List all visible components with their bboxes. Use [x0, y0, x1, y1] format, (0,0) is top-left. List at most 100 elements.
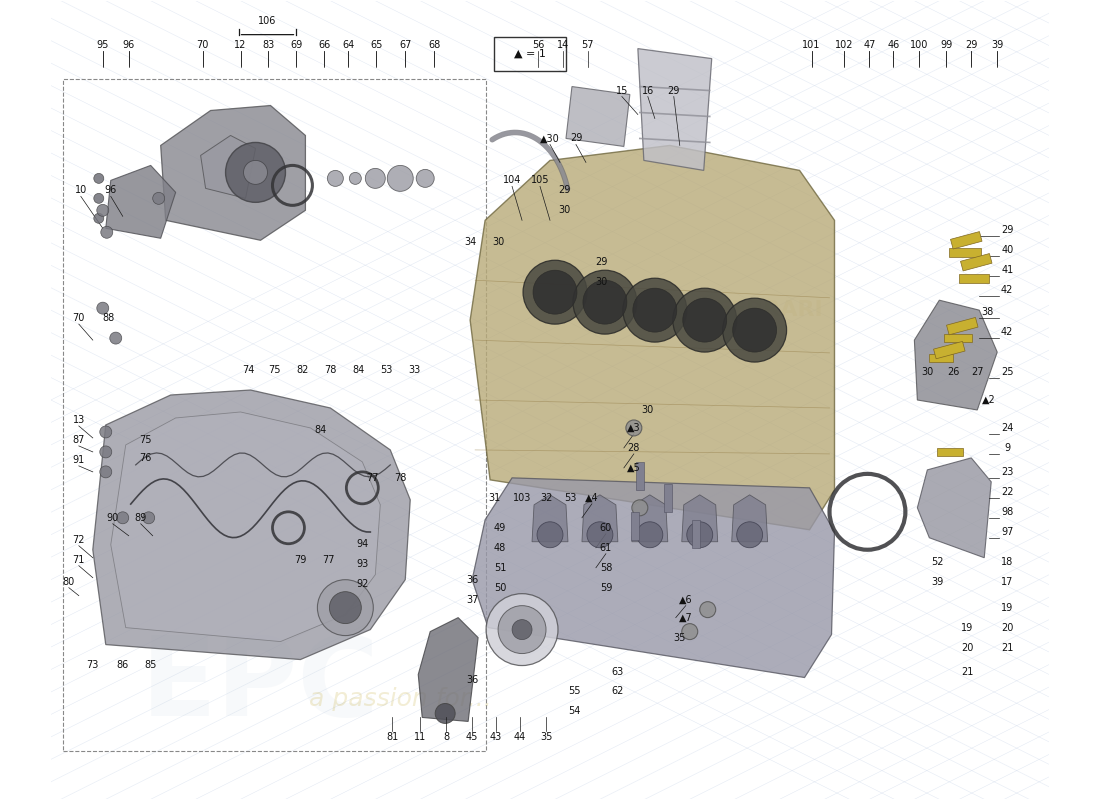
Text: 103: 103 — [513, 493, 531, 503]
Text: 42: 42 — [1001, 327, 1013, 337]
Text: 95: 95 — [97, 40, 109, 50]
Text: 48: 48 — [494, 542, 506, 553]
Polygon shape — [106, 166, 176, 238]
Bar — [692, 520, 700, 548]
Bar — [63, 78, 486, 751]
Text: ▲ = 1: ▲ = 1 — [514, 49, 546, 58]
Text: ▲2: ▲2 — [982, 395, 997, 405]
Text: 90: 90 — [107, 513, 119, 522]
Text: 32: 32 — [540, 493, 552, 503]
Text: 77: 77 — [322, 554, 334, 565]
Text: 26: 26 — [947, 367, 959, 377]
Circle shape — [329, 592, 361, 624]
Text: 57: 57 — [582, 40, 594, 50]
Text: 60: 60 — [600, 522, 612, 533]
Text: 78: 78 — [324, 365, 337, 375]
Text: 39: 39 — [991, 40, 1003, 50]
Circle shape — [436, 703, 455, 723]
Circle shape — [143, 512, 155, 524]
Text: 29: 29 — [570, 134, 582, 143]
Text: 82: 82 — [296, 365, 309, 375]
Text: 86: 86 — [117, 659, 129, 670]
Text: ▲5: ▲5 — [627, 463, 640, 473]
Circle shape — [110, 332, 122, 344]
Circle shape — [94, 214, 103, 223]
Text: 62: 62 — [612, 686, 624, 697]
Text: 68: 68 — [428, 40, 440, 50]
Bar — [944, 334, 972, 342]
Circle shape — [416, 170, 434, 187]
Circle shape — [328, 170, 343, 186]
Text: 70: 70 — [197, 40, 209, 50]
Text: 97: 97 — [1001, 526, 1013, 537]
Text: 73: 73 — [87, 659, 99, 670]
Bar — [946, 318, 978, 335]
Text: 54: 54 — [568, 706, 580, 717]
Text: a passion for...: a passion for... — [309, 687, 492, 711]
Bar — [636, 462, 644, 490]
Text: 102: 102 — [835, 40, 854, 50]
Circle shape — [522, 260, 587, 324]
Text: 27: 27 — [971, 367, 983, 377]
Circle shape — [637, 522, 663, 548]
Text: 76: 76 — [140, 453, 152, 463]
Bar — [631, 512, 639, 540]
Circle shape — [682, 624, 697, 639]
Polygon shape — [472, 478, 835, 678]
Text: 80: 80 — [63, 577, 75, 586]
Text: 37: 37 — [466, 594, 478, 605]
Bar — [949, 248, 981, 257]
Text: 53: 53 — [381, 365, 393, 375]
Text: 88: 88 — [102, 313, 114, 323]
Text: ▲30: ▲30 — [540, 134, 560, 143]
Circle shape — [673, 288, 737, 352]
Bar — [950, 231, 982, 249]
Text: 19: 19 — [961, 622, 974, 633]
Text: 105: 105 — [531, 175, 549, 186]
Text: 14: 14 — [557, 40, 569, 50]
Circle shape — [498, 606, 546, 654]
Text: 64: 64 — [342, 40, 354, 50]
Circle shape — [573, 270, 637, 334]
Circle shape — [683, 298, 727, 342]
Text: 34: 34 — [464, 238, 476, 247]
Text: 42: 42 — [1001, 285, 1013, 295]
Circle shape — [583, 280, 627, 324]
Text: 13: 13 — [73, 415, 85, 425]
Text: 78: 78 — [394, 473, 406, 483]
Text: 33: 33 — [408, 365, 420, 375]
Circle shape — [723, 298, 786, 362]
Text: 72: 72 — [73, 534, 85, 545]
Text: 30: 30 — [596, 278, 608, 287]
Circle shape — [623, 278, 686, 342]
Circle shape — [153, 192, 165, 204]
Polygon shape — [470, 146, 835, 530]
Polygon shape — [682, 495, 717, 542]
Text: 63: 63 — [612, 666, 624, 677]
Text: 79: 79 — [294, 554, 307, 565]
Polygon shape — [732, 495, 768, 542]
Bar — [959, 274, 989, 282]
Text: 66: 66 — [318, 40, 330, 50]
Circle shape — [733, 308, 777, 352]
Text: 10: 10 — [75, 186, 87, 195]
Text: 29: 29 — [668, 86, 680, 95]
Text: 87: 87 — [73, 435, 85, 445]
Text: 96: 96 — [122, 40, 135, 50]
Circle shape — [626, 420, 641, 436]
Text: 75: 75 — [268, 365, 280, 375]
Circle shape — [534, 270, 578, 314]
Text: 58: 58 — [600, 562, 612, 573]
Text: 40: 40 — [1001, 246, 1013, 255]
Text: 94: 94 — [356, 538, 369, 549]
Text: 36: 36 — [466, 674, 478, 685]
Text: 49: 49 — [494, 522, 506, 533]
Circle shape — [350, 172, 361, 184]
Text: 29: 29 — [558, 186, 570, 195]
Text: 35: 35 — [540, 733, 552, 742]
Text: 30: 30 — [921, 367, 934, 377]
Polygon shape — [418, 618, 478, 722]
Circle shape — [700, 602, 716, 618]
Text: 92: 92 — [356, 578, 369, 589]
Text: 84: 84 — [352, 365, 364, 375]
